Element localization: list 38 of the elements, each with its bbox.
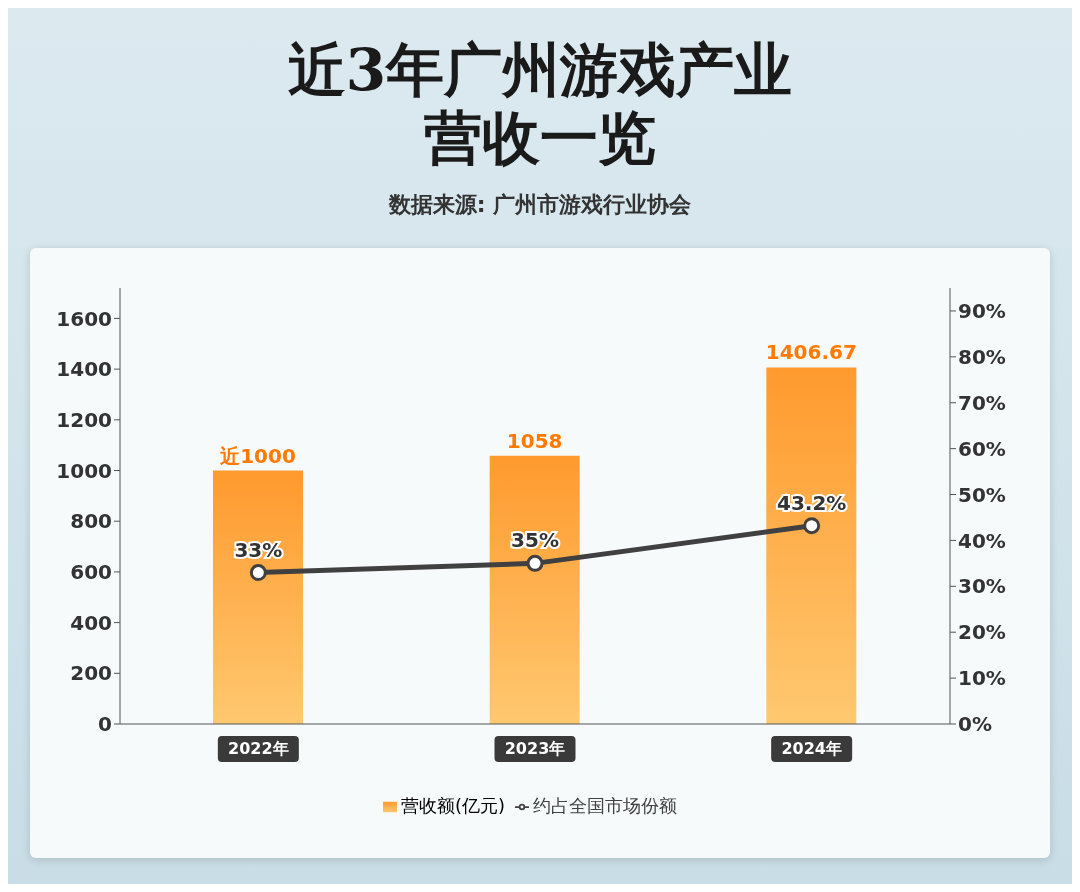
y-tick-label: 1000 bbox=[56, 458, 112, 483]
y2-tick-label: 20% bbox=[958, 620, 1006, 645]
data-label: 33% bbox=[234, 537, 283, 562]
y2-tick-label: 70% bbox=[958, 390, 1006, 415]
x-tick-label: 2022年 bbox=[228, 739, 289, 758]
point bbox=[249, 564, 267, 582]
chart-title: 近3年广州游戏产业营收一览 bbox=[286, 36, 794, 172]
data-label: 1406.67 bbox=[765, 340, 857, 365]
bar bbox=[766, 367, 857, 724]
y-tick-label: 800 bbox=[70, 509, 112, 534]
y2-tick-label: 0% bbox=[958, 712, 992, 737]
y-tick-label: 1600 bbox=[56, 306, 112, 331]
data-label: 近1000 bbox=[219, 443, 296, 468]
y2-tick-label: 30% bbox=[958, 574, 1006, 599]
y2-tick-label: 90% bbox=[958, 299, 1006, 324]
y2-tick-label: 60% bbox=[958, 436, 1006, 461]
y-tick-label: 1400 bbox=[56, 357, 112, 382]
y2-tick-label: 10% bbox=[958, 666, 1006, 691]
y-tick-label: 400 bbox=[70, 610, 112, 635]
y-tick-label: 1200 bbox=[56, 407, 112, 432]
x-tick-label: 2023年 bbox=[504, 739, 566, 758]
point bbox=[526, 554, 544, 572]
bar bbox=[213, 470, 303, 724]
y-tick-label: 0 bbox=[98, 712, 112, 737]
legend-label: 约占全国市场份额 bbox=[533, 795, 678, 816]
y2-tick-label: 40% bbox=[958, 528, 1006, 553]
data-label: 1058 bbox=[506, 428, 563, 453]
data-label: 43.2% bbox=[776, 490, 847, 515]
chart-subtitle: 数据来源: 广州市游戏行业协会 bbox=[387, 191, 693, 219]
x-tick-label: 2024年 bbox=[781, 739, 842, 758]
data-label: 35% bbox=[511, 528, 559, 553]
y2-tick-label: 50% bbox=[958, 482, 1006, 507]
y-tick-label: 600 bbox=[70, 560, 112, 585]
point bbox=[803, 517, 821, 535]
y-tick-label: 200 bbox=[70, 661, 112, 686]
bar bbox=[489, 455, 580, 724]
y2-tick-label: 80% bbox=[958, 344, 1006, 369]
legend-label: 营收额(亿元) bbox=[400, 795, 506, 816]
